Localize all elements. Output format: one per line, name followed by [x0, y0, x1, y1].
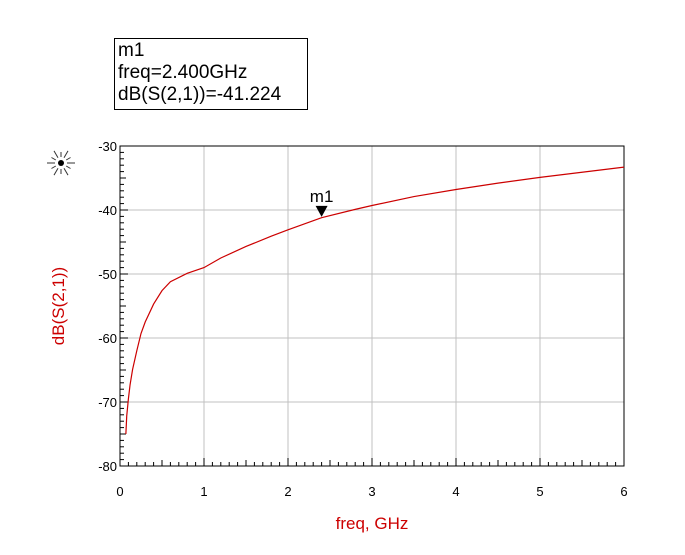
- x-axis-title: freq, GHz: [336, 514, 409, 533]
- x-tick-label: 3: [368, 484, 375, 499]
- y-tick-label: -40: [98, 203, 117, 218]
- sunburst-ray: [53, 150, 59, 159]
- y-tick-label: -80: [98, 459, 117, 474]
- plot-frame: [119, 145, 625, 467]
- x-tick-label: 5: [536, 484, 543, 499]
- sunburst-ray: [65, 157, 71, 161]
- x-tick-label: 2: [284, 484, 291, 499]
- markers: m1: [310, 187, 334, 217]
- sunburst-ray: [63, 150, 69, 159]
- sunburst-ray: [51, 157, 57, 161]
- traces: [125, 166, 625, 435]
- marker-label: m1: [310, 187, 334, 206]
- sunburst-ray: [51, 165, 57, 169]
- y-tick-labels: -30 -40 -50 -60 -70 -80: [98, 139, 117, 474]
- marker-triangle: [315, 205, 328, 217]
- sunburst-icon: [47, 150, 75, 176]
- y-axis-title: dB(S(2,1)): [49, 267, 68, 345]
- marker-readout-box: m1 freq=2.400GHz dB(S(2,1))=-41.224: [114, 38, 308, 110]
- sunburst-center: [58, 160, 64, 166]
- y-tick-label: -70: [98, 395, 117, 410]
- y-tick-label: -50: [98, 267, 117, 282]
- sunburst-ray: [53, 167, 59, 176]
- x-tick-label: 6: [620, 484, 627, 499]
- marker-readout-value: dB(S(2,1))=-41.224: [118, 84, 282, 105]
- y-tick-label: -30: [98, 139, 117, 154]
- x-tick-label: 0: [116, 484, 123, 499]
- sunburst-ray: [65, 165, 71, 169]
- trace-line: [125, 166, 625, 435]
- x-tick-labels: 0 1 2 3 4 5 6: [116, 484, 627, 499]
- marker-readout-freq: freq=2.400GHz: [118, 62, 248, 83]
- x-tick-label: 1: [200, 484, 207, 499]
- x-tick-label: 4: [452, 484, 459, 499]
- grid-lines: [120, 146, 624, 466]
- y-tick-label: -60: [98, 331, 117, 346]
- marker-readout-name: m1: [118, 40, 145, 61]
- sunburst-ray: [63, 167, 69, 176]
